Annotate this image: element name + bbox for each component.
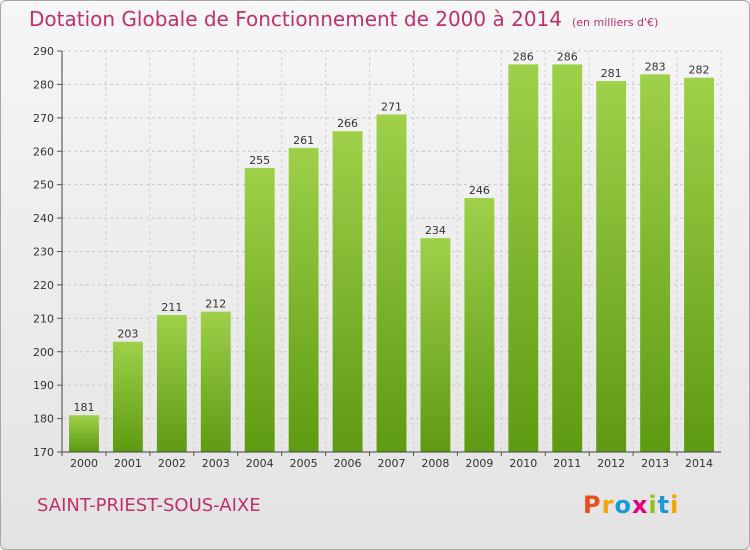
chart-title: Dotation Globale de Fonctionnement de 20…	[29, 7, 658, 31]
y-tick-label: 180	[33, 413, 54, 426]
y-tick-label: 190	[33, 379, 54, 392]
data-label: 211	[161, 301, 182, 314]
data-label: 234	[425, 224, 446, 237]
x-tick-label: 2002	[158, 457, 186, 470]
data-label: 281	[601, 67, 622, 80]
y-tick-label: 230	[33, 246, 54, 259]
x-tick-label: 2009	[465, 457, 493, 470]
x-tick-label: 2014	[685, 457, 713, 470]
data-label: 286	[513, 50, 534, 63]
y-tick-label: 270	[33, 112, 54, 125]
value-labels: 181 203 211 212 255 261 266 271 234 246 286 286 281 2…	[73, 50, 709, 414]
bar	[684, 77, 714, 452]
x-tick-label: 2003	[202, 457, 230, 470]
axes: 170 180 190 200 210 220 230 240 250 260 270 280 290 2…	[33, 45, 721, 470]
bar	[200, 311, 231, 452]
logo-letter: o	[614, 491, 632, 519]
data-label: 181	[73, 401, 94, 414]
data-label: 282	[689, 64, 710, 77]
data-label: 266	[337, 117, 358, 130]
y-tick-label: 240	[33, 212, 54, 225]
y-tick-label: 280	[33, 78, 54, 91]
bar	[332, 131, 363, 452]
x-tick-label: 2006	[334, 457, 362, 470]
commune-name: SAINT-PRIEST-SOUS-AIXE	[37, 495, 261, 516]
data-label: 212	[205, 298, 226, 311]
x-tick-label: 2008	[421, 457, 449, 470]
data-label: 286	[557, 50, 578, 63]
data-label: 246	[469, 184, 490, 197]
bar	[640, 74, 671, 453]
bar	[464, 198, 495, 452]
y-tick-label: 170	[33, 446, 54, 459]
logo-letter: P	[583, 491, 602, 519]
logo-letter: i	[648, 491, 658, 519]
bar	[112, 341, 143, 452]
data-label: 203	[117, 328, 138, 341]
x-tick-label: 2011	[553, 457, 581, 470]
proxiti-logo: Proxiti	[583, 491, 679, 519]
y-tick-label: 250	[33, 179, 54, 192]
data-label: 283	[645, 60, 666, 73]
x-tick-label: 2001	[114, 457, 142, 470]
y-tick-label: 290	[33, 45, 54, 58]
bar	[596, 81, 627, 452]
bar	[69, 415, 99, 452]
chart-subtitle: (en milliers d'€)	[572, 16, 659, 29]
bar	[288, 147, 319, 453]
x-tick-label: 2013	[641, 457, 669, 470]
bar	[244, 167, 275, 453]
logo-letter: r	[601, 491, 615, 519]
bar	[508, 64, 539, 452]
bar	[156, 314, 187, 452]
x-tick-label: 2005	[290, 457, 318, 470]
x-tick-label: 2012	[597, 457, 625, 470]
y-tick-label: 210	[33, 312, 54, 325]
data-label: 255	[249, 154, 270, 167]
bar	[420, 238, 451, 452]
title-text: Dotation Globale de Fonctionnement de 20…	[29, 7, 562, 31]
x-tick-label: 2010	[509, 457, 537, 470]
x-tick-label: 2004	[246, 457, 274, 470]
bars	[69, 64, 714, 453]
x-tick-label: 2000	[70, 457, 98, 470]
bar	[552, 64, 583, 452]
data-label: 261	[293, 134, 314, 147]
bar	[376, 114, 407, 452]
y-tick-label: 260	[33, 145, 54, 158]
x-tick-label: 2007	[378, 457, 406, 470]
y-tick-label: 220	[33, 279, 54, 292]
y-tick-label: 200	[33, 346, 54, 359]
logo-letter: t	[657, 491, 671, 519]
logo-letter: i	[670, 491, 680, 519]
logo-letter: x	[631, 491, 649, 519]
data-label: 271	[381, 100, 402, 113]
